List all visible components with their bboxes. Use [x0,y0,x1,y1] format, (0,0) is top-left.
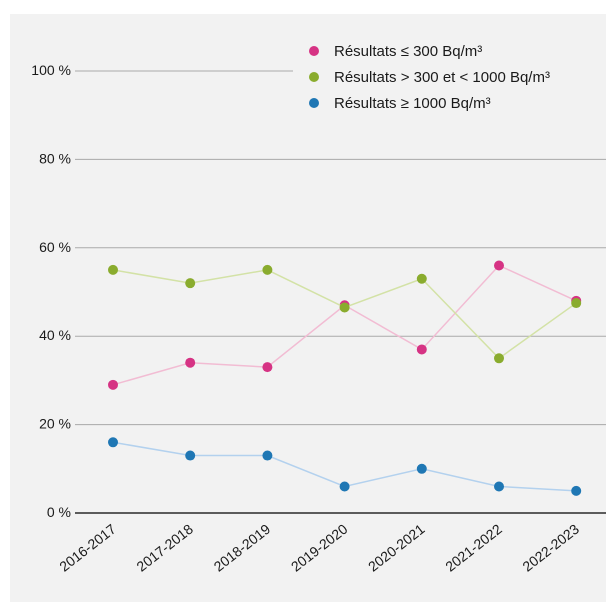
data-point [108,437,118,448]
data-point [339,302,350,313]
series-3 [108,437,582,496]
chart-panel: 0 % 20 % 40 % 60 % 80 % 100 % 2016-2017 2017-2… [10,14,606,602]
legend-marker [309,72,319,82]
legend: Résultats ≤ 300 Bq/m³ Résultats > 300 et … [309,43,550,112]
legend-item: Résultats ≤ 300 Bq/m³ [309,43,482,60]
series-line [112,264,577,386]
x-tick-label: 2018-2019 [211,521,274,575]
data-point [339,481,350,492]
x-tick-label: 2022-2023 [519,521,582,575]
y-tick-label: 40 % [39,327,71,343]
series-2 [108,264,582,364]
legend-item: Résultats > 300 et < 1000 Bq/m³ [309,69,550,86]
legend-marker [309,46,319,56]
y-tick-label: 100 % [31,62,71,78]
data-point [108,264,118,275]
data-point [416,463,427,474]
data-point [108,379,118,390]
data-point [416,344,427,355]
gridlines [75,70,606,514]
legend-item: Résultats ≥ 1000 Bq/m³ [309,95,491,112]
data-point [185,357,196,368]
data-point [185,278,196,289]
legend-marker [309,98,319,108]
data-point [494,260,504,271]
x-tick-label: 2016-2017 [56,521,119,575]
data-point [262,264,273,275]
legend-label: Résultats > 300 et < 1000 Bq/m³ [334,69,550,86]
data-point [262,450,273,461]
data-point [262,362,273,373]
data-point [571,485,582,496]
y-tick-label: 20 % [39,416,71,432]
data-point [416,273,427,284]
series-group [108,260,582,496]
y-tick-label: 60 % [39,239,71,255]
y-tick-label: 0 % [47,504,71,520]
x-tick-label: 2017-2018 [133,521,196,575]
line-chart: 0 % 20 % 40 % 60 % 80 % 100 % 2016-2017 2017-2… [31,43,606,575]
data-point [571,298,582,309]
y-tick-label: 80 % [39,150,71,166]
x-tick-label: 2019-2020 [288,521,351,575]
series-1 [108,260,582,390]
data-point [185,450,196,461]
x-axis: 2016-2017 2017-2018 2018-2019 2019-2020 2020… [56,521,582,575]
legend-label: Résultats ≥ 1000 Bq/m³ [334,95,491,112]
x-tick-label: 2021-2022 [442,521,505,575]
series-line [112,269,577,360]
data-point [494,353,504,364]
y-axis: 0 % 20 % 40 % 60 % 80 % 100 % [31,62,71,520]
x-tick-label: 2020-2021 [365,521,428,575]
legend-label: Résultats ≤ 300 Bq/m³ [334,43,482,60]
data-point [494,481,504,492]
